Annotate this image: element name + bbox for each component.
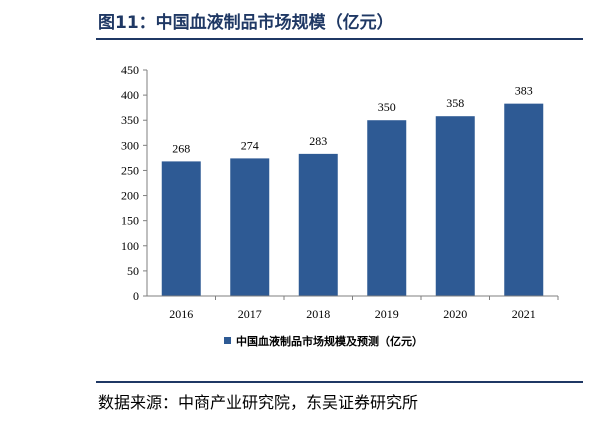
x-axis: 2016 2017 2018 2019 2020 2021 [147,295,559,321]
y-tick-label: 300 [121,138,139,152]
y-tick-label: 450 [121,63,139,77]
bar [161,161,201,296]
bar [504,103,544,296]
figure-title: 图11：中国血液制品市场规模（亿元） [98,13,394,33]
bar-series [161,103,544,297]
x-tick-label: 2019 [375,307,399,321]
data-label: 350 [378,100,396,114]
bar [435,116,475,297]
data-label: 283 [309,134,327,148]
y-tick-label: 100 [121,239,139,253]
legend-label: 中国血液制品市场规模及预测（亿元） [236,334,423,348]
x-tick-label: 2017 [238,307,262,321]
legend-swatch [224,337,231,344]
y-tick-label: 350 [121,113,139,127]
data-label: 358 [446,96,464,110]
y-tick-label: 250 [121,163,139,177]
y-tick-label: 50 [127,264,139,278]
y-axis: 0 50 100 150 200 250 300 350 400 450 [121,63,148,303]
data-label: 383 [515,84,533,98]
x-tick-label: 2016 [169,307,193,321]
data-label: 268 [172,141,190,155]
data-labels: 268 274 283 350 358 383 [172,84,533,156]
data-label: 274 [241,138,259,152]
bar [367,120,407,296]
chart-legend: 中国血液制品市场规模及预测（亿元） [224,334,423,348]
x-tick-label: 2018 [306,307,330,321]
x-tick-label: 2020 [443,307,467,321]
y-tick-label: 150 [121,214,139,228]
source-note: 数据来源：中商产业研究院，东吴证券研究所 [98,393,419,412]
y-tick-label: 200 [121,189,139,203]
y-tick-label: 400 [121,88,139,102]
source-divider [96,381,583,383]
title-divider [96,38,583,40]
bar [298,153,338,296]
bar [230,158,270,296]
x-tick-label: 2021 [512,307,536,321]
y-tick-label: 0 [133,289,139,303]
